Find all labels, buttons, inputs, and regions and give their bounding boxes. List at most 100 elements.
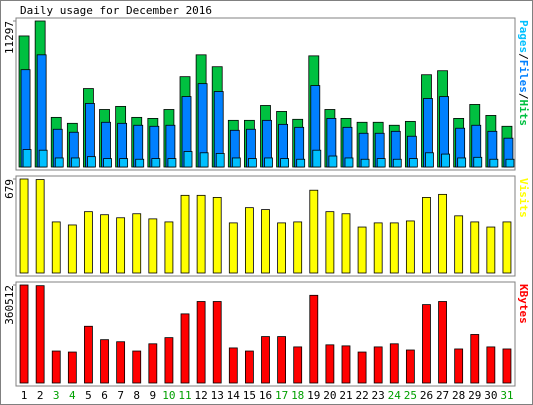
bar bbox=[389, 343, 399, 384]
bar bbox=[486, 226, 496, 274]
bar bbox=[87, 156, 96, 168]
bar bbox=[341, 345, 351, 384]
x-tick-label: 19 bbox=[307, 389, 320, 402]
bar bbox=[438, 193, 447, 274]
bar bbox=[344, 157, 354, 168]
bar bbox=[261, 336, 270, 384]
bar bbox=[228, 347, 238, 384]
bar bbox=[212, 197, 222, 274]
bar bbox=[19, 178, 29, 274]
bar bbox=[67, 351, 77, 384]
bar bbox=[245, 207, 254, 274]
x-tick-label: 31 bbox=[500, 389, 513, 402]
bar bbox=[280, 158, 289, 168]
bar bbox=[373, 222, 383, 274]
bar bbox=[261, 209, 270, 274]
bar bbox=[360, 158, 370, 168]
bar bbox=[441, 153, 450, 168]
x-tick-label: 22 bbox=[355, 389, 368, 402]
bar bbox=[116, 341, 126, 384]
bar bbox=[245, 350, 254, 384]
legend-entry: Visits bbox=[517, 178, 530, 218]
legend: KBytes bbox=[517, 284, 530, 324]
bar bbox=[422, 304, 431, 384]
bar bbox=[408, 158, 418, 168]
x-tick-label: 12 bbox=[194, 389, 207, 402]
bar bbox=[457, 157, 467, 168]
legend-entry: Pages bbox=[517, 20, 530, 53]
legend: Visits bbox=[517, 178, 530, 218]
bar bbox=[357, 226, 367, 274]
legend: Pages/Files/Hits bbox=[517, 20, 530, 126]
bar bbox=[309, 294, 319, 384]
chart-title: Daily usage for December 2016 bbox=[20, 4, 212, 17]
bar bbox=[502, 221, 512, 274]
x-tick-label: 24 bbox=[388, 389, 402, 402]
bar bbox=[38, 149, 48, 168]
x-tick-label: 2 bbox=[37, 389, 44, 402]
x-tick-label: 3 bbox=[53, 389, 60, 402]
x-tick-label: 26 bbox=[420, 389, 433, 402]
legend-separator: / bbox=[517, 53, 530, 60]
bar bbox=[231, 157, 241, 168]
bar bbox=[84, 325, 93, 384]
x-tick-label: 4 bbox=[69, 389, 76, 402]
x-tick-label: 23 bbox=[372, 389, 385, 402]
bar bbox=[405, 349, 415, 384]
x-tick-label: 10 bbox=[162, 389, 175, 402]
bar bbox=[51, 350, 61, 384]
x-tick-label: 13 bbox=[211, 389, 224, 402]
y-tick-label: 679 bbox=[3, 179, 16, 199]
bar bbox=[100, 339, 109, 384]
x-tick-label: 18 bbox=[291, 389, 304, 402]
bar bbox=[100, 214, 109, 274]
bar bbox=[470, 334, 480, 384]
bar bbox=[196, 301, 206, 384]
bar bbox=[180, 313, 190, 384]
bar bbox=[70, 157, 80, 168]
bar bbox=[470, 221, 480, 274]
bar bbox=[389, 222, 399, 274]
bar bbox=[489, 158, 499, 168]
bar bbox=[228, 222, 238, 274]
bar bbox=[116, 217, 126, 274]
bar bbox=[135, 158, 145, 168]
x-tick-label: 30 bbox=[484, 389, 497, 402]
bar bbox=[296, 158, 306, 168]
bar bbox=[473, 156, 483, 168]
legend-separator: / bbox=[517, 93, 530, 100]
bar bbox=[22, 149, 32, 168]
x-tick-label: 20 bbox=[323, 389, 336, 402]
bar bbox=[486, 346, 496, 384]
x-tick-label: 28 bbox=[452, 389, 465, 402]
panel bbox=[15, 281, 516, 387]
y-tick-label: 11297 bbox=[3, 21, 16, 54]
bar bbox=[196, 194, 206, 274]
bar bbox=[148, 218, 158, 274]
bar bbox=[84, 211, 93, 274]
bar bbox=[325, 211, 335, 274]
bar bbox=[132, 213, 142, 274]
bar bbox=[51, 221, 61, 274]
bar bbox=[405, 220, 415, 274]
bar bbox=[264, 157, 273, 168]
bar bbox=[277, 222, 286, 274]
bar bbox=[376, 158, 386, 168]
bar bbox=[293, 346, 303, 384]
legend-entry: Hits bbox=[517, 100, 530, 127]
x-tick-label: 21 bbox=[339, 389, 352, 402]
bar bbox=[325, 344, 335, 384]
bar bbox=[19, 284, 29, 384]
bar bbox=[248, 158, 257, 168]
x-tick-label: 15 bbox=[243, 389, 256, 402]
bar bbox=[199, 152, 209, 168]
bar bbox=[103, 158, 112, 168]
bar bbox=[183, 151, 193, 168]
x-tick-label: 17 bbox=[275, 389, 288, 402]
bar bbox=[422, 197, 431, 274]
bar bbox=[454, 215, 464, 274]
x-tick-label: 25 bbox=[404, 389, 417, 402]
x-tick-label: 5 bbox=[85, 389, 92, 402]
x-tick-label: 1 bbox=[21, 389, 28, 402]
